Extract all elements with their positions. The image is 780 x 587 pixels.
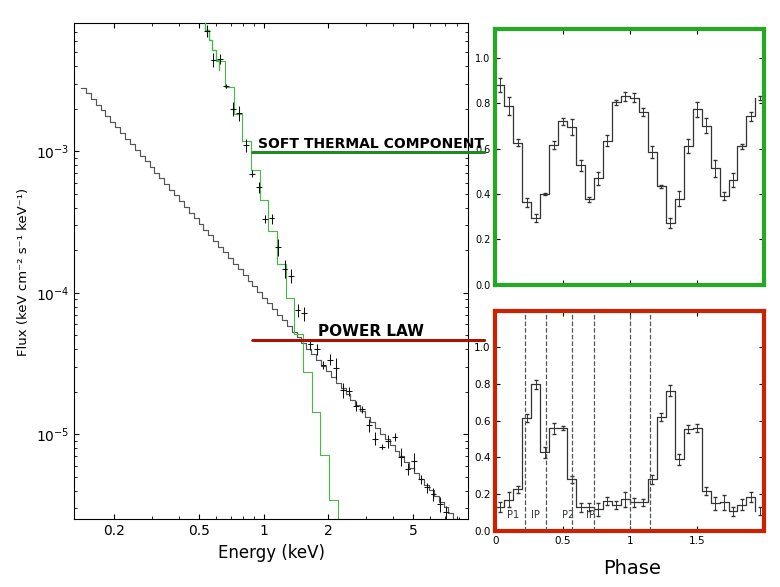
Text: IP: IP — [530, 510, 540, 520]
Text: IP: IP — [587, 510, 595, 520]
Text: POWER LAW: POWER LAW — [317, 324, 424, 339]
Text: Phase: Phase — [603, 559, 661, 578]
Text: P2: P2 — [562, 510, 574, 520]
X-axis label: Energy (keV): Energy (keV) — [218, 544, 324, 562]
Y-axis label: Flux (keV cm⁻² s⁻¹ keV⁻¹): Flux (keV cm⁻² s⁻¹ keV⁻¹) — [17, 187, 30, 356]
Text: P1: P1 — [507, 510, 519, 520]
Text: SOFT THERMAL COMPONENT: SOFT THERMAL COMPONENT — [257, 137, 484, 151]
